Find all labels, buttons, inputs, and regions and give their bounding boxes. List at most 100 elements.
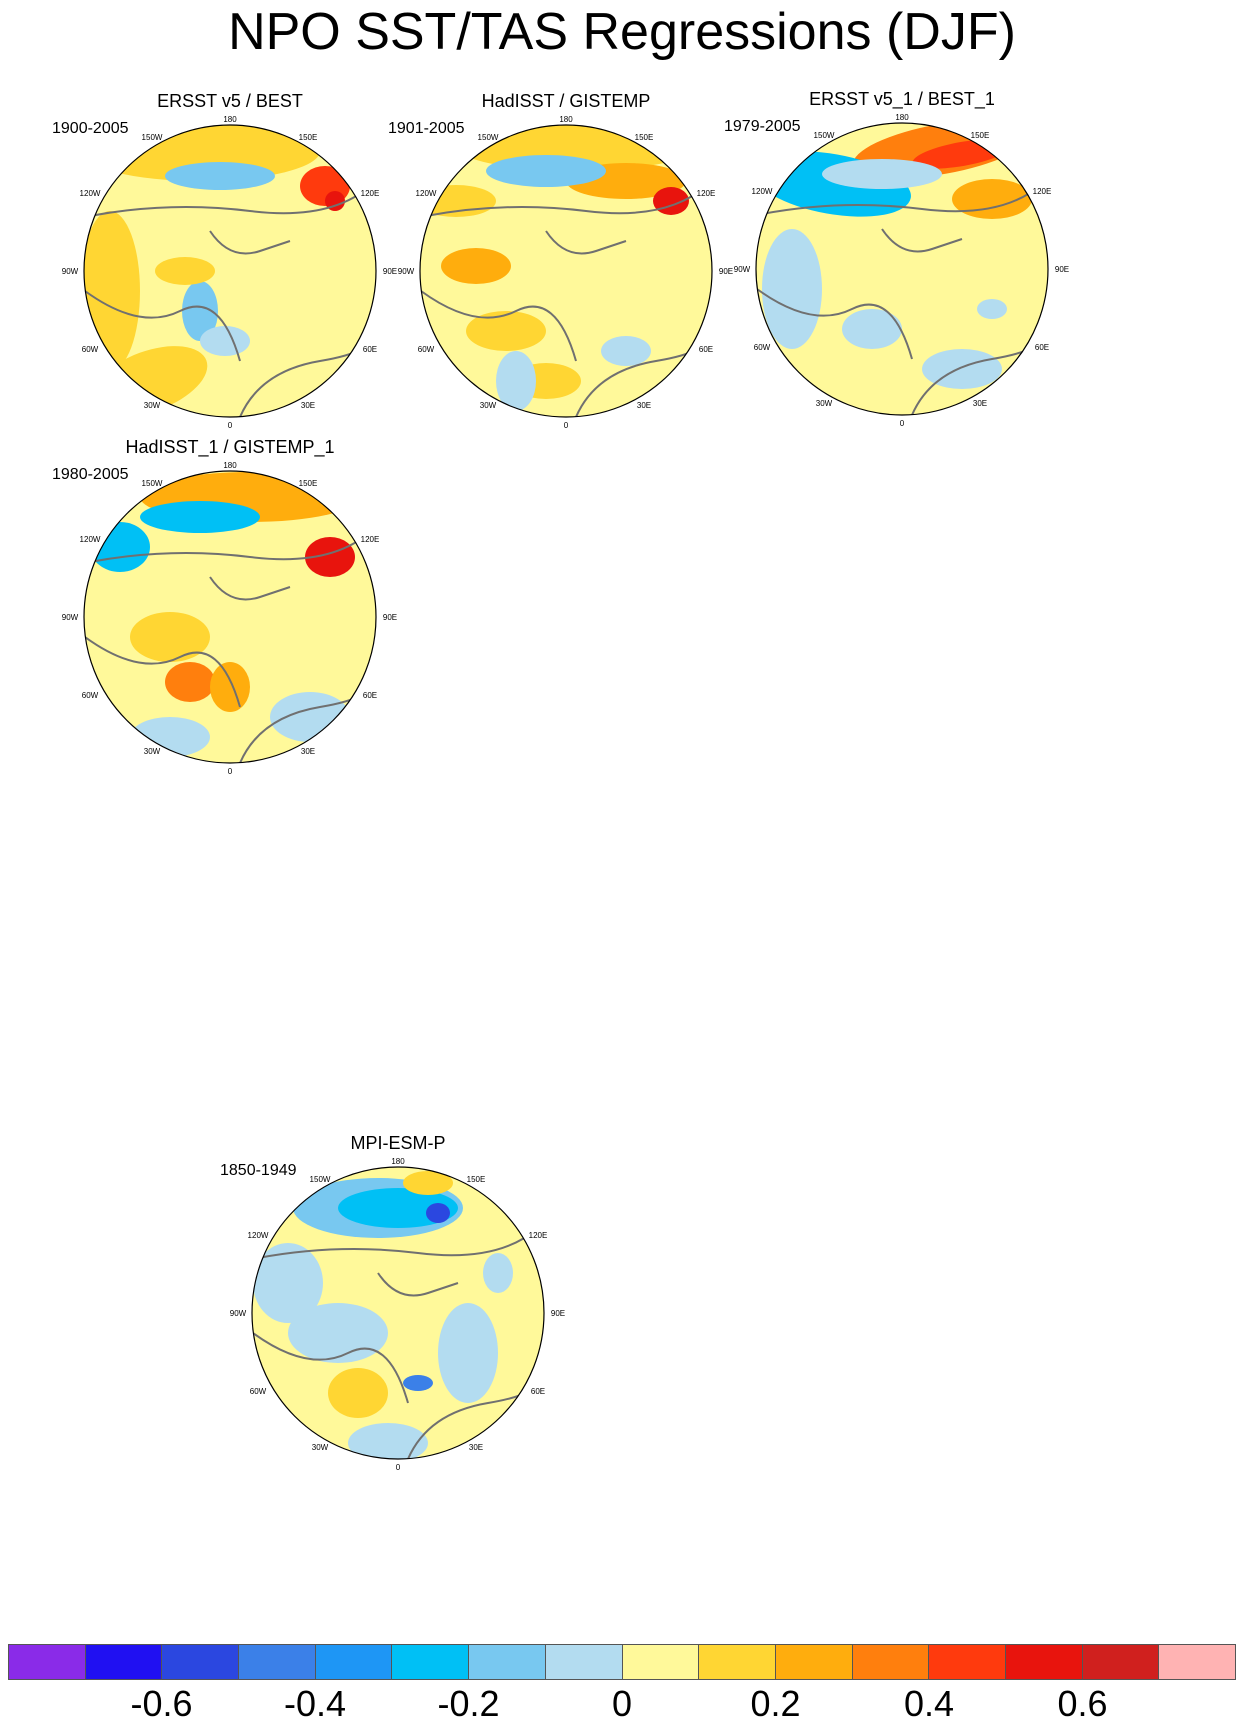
longitude-label: 150E <box>299 479 318 488</box>
colorbar-swatch <box>239 1645 316 1679</box>
panel-title: HadISST_1 / GISTEMP_1 <box>125 437 335 457</box>
longitude-label: 0 <box>228 767 233 776</box>
longitude-label: 150W <box>142 479 163 488</box>
anomaly-region <box>200 326 250 356</box>
longitude-label: 150E <box>971 131 990 140</box>
anomaly-region <box>403 1375 433 1391</box>
anomaly-region <box>270 692 350 742</box>
longitude-label: 90E <box>551 1309 565 1318</box>
colorbar-swatch <box>315 1645 393 1679</box>
map-field <box>756 123 1048 415</box>
polar-map: 180 150W 150E 120W 120E 90W 90E 60W 60E 30W 30E 0 <box>734 113 1069 428</box>
longitude-label: 30W <box>144 401 161 410</box>
anomaly-region <box>842 309 902 349</box>
longitude-label: 30E <box>301 401 315 410</box>
anomaly-region <box>325 191 345 211</box>
map-border <box>419 124 713 418</box>
longitude-label: 60E <box>1035 343 1049 352</box>
longitude-label: 90W <box>734 265 751 274</box>
longitude-label: 30E <box>469 1443 483 1452</box>
colorbar-swatch <box>469 1645 546 1679</box>
anomaly-region <box>441 248 511 284</box>
anomaly-region <box>90 522 150 572</box>
longitude-label: 0 <box>564 421 569 430</box>
coastline <box>84 290 241 362</box>
map-field <box>84 471 376 763</box>
longitude-label: 60W <box>82 345 99 354</box>
colorbar-swatch <box>622 1645 700 1679</box>
longitude-label: 120W <box>416 189 437 198</box>
colorbar-swatch <box>1082 1645 1160 1679</box>
colorbar-tick-label: -0.6 <box>130 1683 193 1724</box>
colorbar-swatch <box>852 1645 930 1679</box>
longitude-label: 30E <box>301 747 315 756</box>
anomaly-region <box>403 1171 453 1195</box>
coastline <box>756 288 913 360</box>
panel-title: ERSST v5_1 / BEST_1 <box>809 89 995 109</box>
longitude-label: 30W <box>816 399 833 408</box>
anomaly-region <box>438 1303 498 1403</box>
longitude-label: 120W <box>248 1231 269 1240</box>
page-title: NPO SST/TAS Regressions (DJF) <box>228 3 1016 61</box>
panel-title: HadISST / GISTEMP <box>481 91 651 111</box>
polar-map: 180 150W 150E 120W 120E 90W 90E 60W 60E 30W 30E 0 <box>62 115 397 430</box>
anomaly-region <box>496 351 536 411</box>
polar-map: 180 150W 150E 120W 120E 90W 90E 60W 60E 30W 30E 0 <box>230 1157 565 1472</box>
anomaly-region <box>952 179 1032 219</box>
longitude-label: 90W <box>62 267 79 276</box>
coastline <box>881 228 963 253</box>
anomaly-region <box>165 162 275 190</box>
panel-years: 1980-2005 <box>52 466 129 483</box>
colorbar-swatch <box>162 1645 240 1679</box>
anomaly-region <box>288 1303 388 1363</box>
longitude-label: 150E <box>299 133 318 142</box>
longitude-label: 120E <box>697 189 716 198</box>
panel-years: 1900-2005 <box>52 120 129 137</box>
colorbar-tick-label: 0.4 <box>903 1683 955 1724</box>
panel-years: 1850-1949 <box>220 1162 297 1179</box>
colorbar-swatch <box>392 1645 470 1679</box>
longitude-label: 0 <box>228 421 233 430</box>
anomaly-region <box>165 662 215 702</box>
coastline <box>209 576 291 601</box>
longitude-label: 180 <box>223 461 237 470</box>
longitude-label: 60E <box>699 345 713 354</box>
panel-title: MPI-ESM-P <box>350 1133 446 1153</box>
longitude-label: 180 <box>559 115 573 124</box>
panel-years: 1901-2005 <box>388 120 465 137</box>
map-panel-hadisst1-gistemp1: HadISST_1 / GISTEMP_1 1980-2005 180 150W 1… <box>40 436 420 816</box>
colorbar-tick-label: 0 <box>611 1683 633 1724</box>
map-panel-ersst1-best1: ERSST v5_1 / BEST_1 1979-2005 180 150W 150… <box>712 88 1092 468</box>
colorbar <box>8 1644 1236 1680</box>
anomaly-region <box>130 612 210 662</box>
longitude-label: 90W <box>230 1309 247 1318</box>
anomaly-region <box>601 336 651 366</box>
longitude-label: 60E <box>531 1387 545 1396</box>
coastline <box>89 531 371 563</box>
map-border <box>83 124 377 418</box>
map-panel-mpi-esm-p: MPI-ESM-P 1850-1949 180 150W 150E 120W 120E 9… <box>208 1132 588 1512</box>
longitude-label: 120E <box>1033 187 1052 196</box>
longitude-label: 60E <box>363 345 377 354</box>
longitude-label: 180 <box>391 1157 405 1166</box>
map-border <box>755 122 1049 416</box>
longitude-label: 60E <box>363 691 377 700</box>
coastline <box>257 1227 539 1259</box>
colorbar-tick-label: 0.6 <box>1057 1683 1108 1724</box>
map-border <box>83 470 377 764</box>
anomaly-region <box>348 1423 428 1459</box>
coastline <box>84 636 241 708</box>
longitude-label: 0 <box>396 1463 401 1472</box>
anomaly-region <box>328 1368 388 1418</box>
longitude-label: 90W <box>62 613 79 622</box>
longitude-label: 120W <box>80 535 101 544</box>
map-field <box>420 125 712 417</box>
map-background <box>84 125 376 417</box>
longitude-label: 150W <box>142 133 163 142</box>
longitude-label: 120E <box>529 1231 548 1240</box>
anomaly-region <box>822 159 942 189</box>
anomaly-region <box>182 281 218 341</box>
polar-map: 180 150W 150E 120W 120E 90W 90E 60W 60E 30W 30E 0 <box>398 115 733 430</box>
map-field <box>252 1167 544 1459</box>
colorbar-tick-label: -0.4 <box>283 1683 347 1724</box>
